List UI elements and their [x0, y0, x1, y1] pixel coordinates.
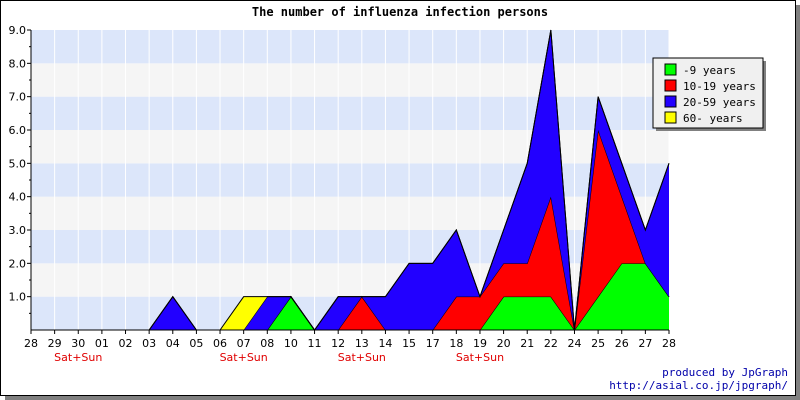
credit-line-1: produced by JpGraph [662, 366, 788, 379]
y-tick-label: 6.0 [9, 124, 27, 137]
grid-band [31, 196, 669, 230]
weekend-label: Sat+Sun [220, 351, 268, 364]
series-area-2 [31, 30, 669, 330]
x-tick-label: 19 [473, 337, 487, 350]
series-area-0 [31, 263, 669, 330]
grid-band [31, 130, 669, 164]
x-tick-label: 03 [142, 337, 156, 350]
legend-swatch-3 [664, 111, 677, 124]
weekend-label: Sat+Sun [338, 351, 386, 364]
x-tick-label: 11 [308, 337, 322, 350]
x-tick-label: 07 [237, 337, 251, 350]
y-tick-label: 7.0 [9, 91, 27, 104]
legend-label-2: 20-59 years [683, 96, 756, 109]
plot-background [30, 30, 670, 330]
axes: 1.0 2.0 3.0 4.0 5.0 6.0 7.0 8.0 9.0 28 29 30 01 02 03 0… [9, 24, 677, 364]
y-tick-label: 3.0 [9, 224, 27, 237]
grid-band [31, 230, 669, 264]
chart-title: The number of influenza infection person… [252, 5, 548, 19]
y-tick-label: 2.0 [9, 257, 27, 270]
grid-band [31, 30, 669, 64]
x-tick-label: 24 [567, 337, 581, 350]
x-tick-label: 08 [260, 337, 274, 350]
x-tick-label: 02 [119, 337, 133, 350]
x-tick-label: 21 [520, 337, 534, 350]
weekend-label: Sat+Sun [54, 351, 102, 364]
x-tick-label: 14 [378, 337, 392, 350]
x-tick-label: 18 [449, 337, 463, 350]
y-tick-label: 5.0 [9, 157, 27, 170]
x-tick-label: 15 [402, 337, 416, 350]
x-tick-label: 05 [189, 337, 203, 350]
legend-swatch-1 [664, 79, 677, 92]
x-tick-label: 22 [544, 337, 558, 350]
x-tick-label: 28 [662, 337, 676, 350]
legend-swatch-0 [664, 63, 677, 76]
credit-line-2[interactable]: http://asial.co.jp/jpgraph/ [609, 379, 788, 392]
weekend-label: Sat+Sun [456, 351, 504, 364]
y-tick-label: 8.0 [9, 57, 27, 70]
y-tick-label: 1.0 [9, 291, 27, 304]
x-tick-label: 01 [95, 337, 109, 350]
x-tick-label: 20 [497, 337, 511, 350]
grid-band [31, 96, 669, 130]
x-tick-label: 13 [355, 337, 369, 350]
legend-label-3: 60- years [683, 112, 743, 125]
x-tick-label: 10 [284, 337, 298, 350]
x-tick-label: 26 [615, 337, 629, 350]
x-tick-label: 06 [213, 337, 227, 350]
x-tick-label: 28 [24, 337, 38, 350]
x-tick-label: 29 [48, 337, 62, 350]
x-tick-label: 25 [591, 337, 605, 350]
series-area-1 [31, 130, 669, 330]
x-tick-label: 04 [166, 337, 180, 350]
legend: -9 years 10-19 years 20-59 years 60- years [652, 57, 766, 131]
legend-swatch-2 [664, 95, 677, 108]
grid-band [31, 263, 669, 297]
y-tick-label: 4.0 [9, 191, 27, 204]
legend-label-1: 10-19 years [683, 80, 756, 93]
x-tick-label: 17 [426, 337, 440, 350]
grid-band [31, 63, 669, 97]
x-tick-label: 30 [71, 337, 85, 350]
grid-band [31, 163, 669, 197]
legend-label-0: -9 years [683, 64, 736, 77]
y-tick-label: 9.0 [9, 24, 27, 37]
x-tick-label: 27 [638, 337, 652, 350]
x-tick-label: 12 [331, 337, 345, 350]
